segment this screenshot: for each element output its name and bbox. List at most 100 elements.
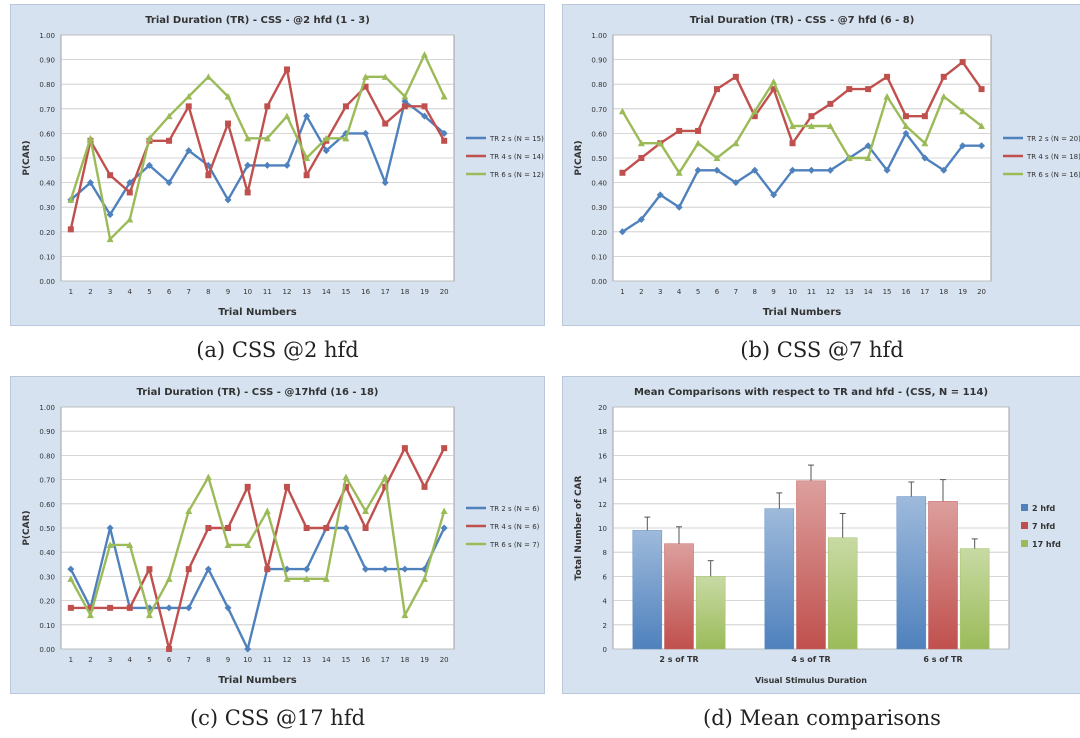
legend-label: 2 hfd bbox=[1032, 504, 1056, 513]
data-point bbox=[224, 196, 232, 204]
bar bbox=[928, 501, 958, 650]
data-point bbox=[126, 541, 134, 548]
x-tick-label: 11 bbox=[263, 288, 272, 296]
y-tick-label: 0.80 bbox=[591, 81, 607, 89]
data-point bbox=[656, 191, 664, 199]
x-tick-label: 16 bbox=[361, 656, 370, 664]
y-tick-label: 0.00 bbox=[39, 278, 55, 286]
series-line bbox=[621, 132, 982, 233]
bar bbox=[764, 508, 795, 650]
legend-label: TR 4 s (N = 18) bbox=[1026, 153, 1080, 161]
data-point bbox=[86, 611, 94, 619]
y-tick-label: 0.30 bbox=[39, 573, 55, 581]
x-tick-label: 15 bbox=[883, 288, 892, 296]
data-point bbox=[283, 483, 290, 490]
data-point bbox=[401, 565, 409, 573]
data-point bbox=[185, 507, 193, 515]
data-point bbox=[401, 93, 409, 100]
data-point bbox=[637, 216, 645, 223]
data-point bbox=[67, 226, 74, 233]
data-point bbox=[381, 565, 389, 573]
y-tick-label: 10 bbox=[598, 525, 607, 533]
x-tick-label: 5 bbox=[147, 656, 151, 664]
data-point bbox=[204, 473, 212, 481]
data-point bbox=[883, 166, 891, 174]
series-line bbox=[69, 68, 446, 230]
data-point bbox=[126, 189, 133, 196]
legend-label: TR 6 s (N = 7) bbox=[489, 541, 540, 549]
x-tick-label: 10 bbox=[788, 288, 797, 296]
data-point bbox=[675, 203, 683, 211]
data-point bbox=[864, 142, 872, 150]
x-tick-label: 19 bbox=[420, 288, 429, 296]
y-tick-label: 16 bbox=[598, 452, 607, 460]
data-point bbox=[732, 179, 740, 187]
x-axis-label: Visual Stimulus Duration bbox=[755, 676, 867, 685]
data-point bbox=[362, 507, 370, 515]
x-tick-label: 14 bbox=[322, 288, 331, 296]
x-tick-label: 15 bbox=[341, 288, 350, 296]
y-axis-label: P(CAR) bbox=[22, 510, 32, 545]
x-tick-label: 16 bbox=[901, 288, 910, 296]
bar bbox=[664, 543, 694, 650]
data-point bbox=[713, 86, 720, 93]
data-point bbox=[362, 83, 369, 90]
data-point bbox=[303, 172, 310, 179]
data-point bbox=[67, 575, 75, 582]
data-point bbox=[695, 127, 702, 134]
y-tick-label: 1.00 bbox=[39, 32, 55, 40]
data-point bbox=[126, 216, 134, 223]
data-point bbox=[166, 646, 173, 652]
data-point bbox=[675, 169, 683, 176]
chart-svg: Trial Duration (TR) - CSS - @17hfd (16 -… bbox=[22, 387, 540, 686]
data-point bbox=[978, 122, 986, 130]
x-tick-label: 1 bbox=[69, 656, 73, 664]
y-tick-label: 0.70 bbox=[591, 106, 607, 114]
bar bbox=[896, 496, 927, 650]
x-tick-label: 5 bbox=[147, 288, 151, 296]
data-point bbox=[421, 112, 429, 120]
x-tick-label: 18 bbox=[400, 288, 409, 296]
y-axis-label: Total Number of CAR bbox=[574, 475, 584, 580]
data-point bbox=[789, 140, 796, 147]
data-point bbox=[86, 134, 94, 142]
data-point bbox=[902, 122, 910, 130]
caption-c: (c) CSS @17 hfd bbox=[189, 706, 366, 730]
legend-label: TR 2 s (N = 20) bbox=[1026, 135, 1080, 143]
data-point bbox=[921, 113, 928, 120]
x-tick-label: 4 bbox=[128, 656, 133, 664]
data-point bbox=[224, 541, 232, 548]
data-point bbox=[382, 483, 389, 490]
data-point bbox=[440, 507, 448, 515]
data-point bbox=[244, 189, 251, 196]
chart-svg: Trial Duration (TR) - CSS - @7 hfd (6 - … bbox=[574, 15, 1080, 318]
y-tick-label: 0.50 bbox=[591, 155, 607, 163]
data-point bbox=[362, 129, 370, 137]
data-point bbox=[694, 139, 702, 147]
data-point bbox=[807, 166, 815, 174]
data-point bbox=[185, 147, 193, 155]
data-point bbox=[656, 139, 664, 147]
data-point bbox=[342, 103, 349, 110]
x-tick-label: 11 bbox=[807, 288, 816, 296]
data-point bbox=[86, 179, 94, 187]
y-tick-label: 0.50 bbox=[39, 525, 55, 533]
data-point bbox=[789, 166, 797, 174]
data-point bbox=[264, 103, 271, 110]
chart-title: Trial Duration (TR) - CSS - @7 hfd (6 - … bbox=[690, 15, 915, 26]
y-tick-label: 0.50 bbox=[39, 155, 55, 163]
legend-label: 17 hfd bbox=[1032, 540, 1061, 549]
data-point bbox=[770, 191, 778, 199]
data-point bbox=[145, 611, 153, 619]
data-point bbox=[106, 541, 114, 548]
y-tick-label: 0.90 bbox=[39, 428, 55, 436]
x-tick-label: 6 bbox=[167, 656, 172, 664]
x-tick-label: 9 bbox=[771, 288, 775, 296]
line-chart-17hfd: Trial Duration (TR) - CSS - @17hfd (16 -… bbox=[10, 376, 545, 694]
x-tick-label: 5 bbox=[696, 288, 700, 296]
data-point bbox=[283, 66, 290, 73]
x-tick-label: 18 bbox=[400, 656, 409, 664]
bar bbox=[959, 548, 990, 650]
data-point bbox=[637, 139, 645, 147]
bar bbox=[695, 576, 726, 650]
